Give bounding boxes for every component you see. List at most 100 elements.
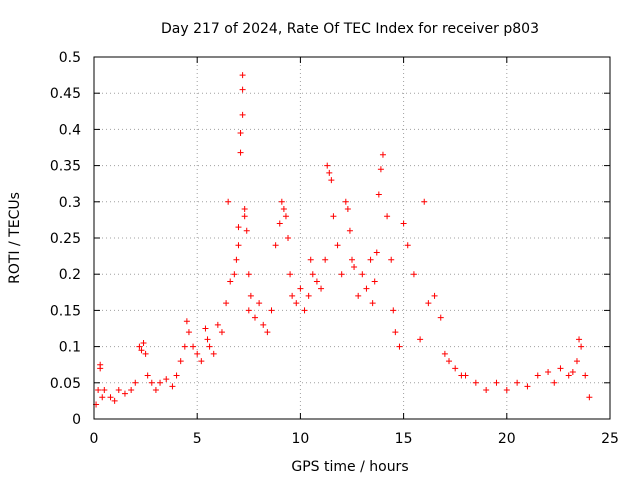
grid-layer bbox=[94, 57, 610, 419]
x-tick-label: 15 bbox=[395, 431, 413, 447]
data-point bbox=[138, 347, 145, 354]
data-point bbox=[307, 256, 314, 263]
data-point bbox=[235, 242, 242, 249]
plot-frame bbox=[93, 56, 611, 420]
data-point bbox=[400, 220, 407, 227]
data-point bbox=[237, 130, 244, 137]
data-point bbox=[326, 169, 333, 176]
data-point bbox=[245, 271, 252, 278]
data-point bbox=[239, 111, 246, 118]
data-point bbox=[278, 198, 285, 205]
data-point bbox=[437, 314, 444, 321]
data-point bbox=[441, 350, 448, 357]
data-point bbox=[256, 300, 263, 307]
data-point bbox=[185, 329, 192, 336]
y-tick-label: 0.5 bbox=[59, 50, 81, 66]
data-point bbox=[132, 379, 139, 386]
data-point bbox=[202, 325, 209, 332]
data-point bbox=[115, 387, 122, 394]
y-tick-label: 0.35 bbox=[50, 159, 81, 175]
data-point bbox=[99, 394, 106, 401]
data-point bbox=[421, 198, 428, 205]
data-point bbox=[349, 256, 355, 263]
y-tick-label: 0.2 bbox=[59, 267, 81, 283]
data-point bbox=[97, 365, 104, 372]
data-point bbox=[163, 376, 170, 383]
y-tick-label: 0.3 bbox=[59, 195, 81, 211]
data-point bbox=[206, 343, 213, 350]
data-point bbox=[233, 256, 240, 263]
data-point bbox=[121, 390, 128, 397]
data-point bbox=[289, 292, 296, 299]
data-point bbox=[280, 206, 287, 213]
data-point bbox=[324, 162, 331, 169]
data-point bbox=[181, 343, 188, 350]
y-tick-label: 0.05 bbox=[50, 376, 81, 392]
data-point bbox=[342, 198, 349, 205]
data-point bbox=[493, 379, 500, 386]
data-point bbox=[173, 372, 180, 379]
data-point bbox=[388, 256, 395, 263]
y-axis-label: ROTI / TECUs bbox=[7, 192, 23, 284]
data-point bbox=[431, 292, 438, 299]
data-point bbox=[586, 394, 593, 401]
data-point bbox=[190, 343, 197, 350]
axis-ticks bbox=[93, 56, 611, 420]
data-point bbox=[276, 220, 283, 227]
data-point bbox=[503, 387, 510, 394]
y-tick-label: 0 bbox=[72, 412, 81, 428]
data-point bbox=[251, 314, 258, 321]
data-point bbox=[239, 72, 246, 79]
data-point bbox=[136, 343, 143, 350]
data-points bbox=[93, 72, 593, 408]
data-point bbox=[144, 372, 151, 379]
data-point bbox=[375, 191, 382, 198]
x-tick-labels: 0 5 10 15 20 25 bbox=[90, 431, 619, 447]
data-point bbox=[582, 372, 589, 379]
y-tick-label: 0.25 bbox=[50, 231, 81, 247]
data-point bbox=[578, 343, 585, 350]
data-point bbox=[204, 336, 211, 343]
data-point bbox=[225, 198, 232, 205]
data-point bbox=[268, 307, 275, 314]
y-tick-label: 0.45 bbox=[50, 86, 81, 102]
data-point bbox=[322, 256, 329, 263]
data-point bbox=[534, 372, 541, 379]
data-point bbox=[338, 271, 345, 278]
data-point bbox=[241, 213, 248, 220]
data-point bbox=[169, 383, 176, 390]
data-point bbox=[551, 379, 558, 386]
data-point bbox=[404, 242, 411, 249]
data-point bbox=[472, 379, 479, 386]
data-point bbox=[425, 300, 432, 307]
data-point bbox=[107, 394, 114, 401]
data-point bbox=[557, 365, 564, 372]
data-point bbox=[545, 368, 552, 375]
data-point bbox=[371, 278, 378, 285]
data-point bbox=[241, 206, 248, 213]
data-point bbox=[198, 358, 205, 365]
data-point bbox=[328, 177, 335, 184]
data-point bbox=[452, 365, 459, 372]
data-point bbox=[565, 372, 572, 379]
data-point bbox=[287, 271, 294, 278]
data-point bbox=[318, 285, 325, 292]
data-point bbox=[363, 285, 370, 292]
data-point bbox=[384, 213, 391, 220]
data-point bbox=[227, 278, 234, 285]
data-point bbox=[377, 166, 384, 173]
data-point bbox=[524, 383, 531, 390]
x-tick-label: 20 bbox=[498, 431, 516, 447]
data-point bbox=[355, 292, 362, 299]
data-point bbox=[417, 336, 424, 343]
x-tick-label: 25 bbox=[601, 431, 619, 447]
data-point bbox=[95, 387, 102, 394]
data-point bbox=[569, 368, 576, 375]
data-point bbox=[390, 307, 397, 314]
data-point bbox=[334, 242, 341, 249]
data-point bbox=[396, 343, 403, 350]
data-point bbox=[148, 379, 155, 386]
data-point bbox=[260, 321, 267, 328]
data-point bbox=[231, 271, 238, 278]
chart-title: Day 217 of 2024, Rate Of TEC Index for r… bbox=[161, 21, 539, 37]
